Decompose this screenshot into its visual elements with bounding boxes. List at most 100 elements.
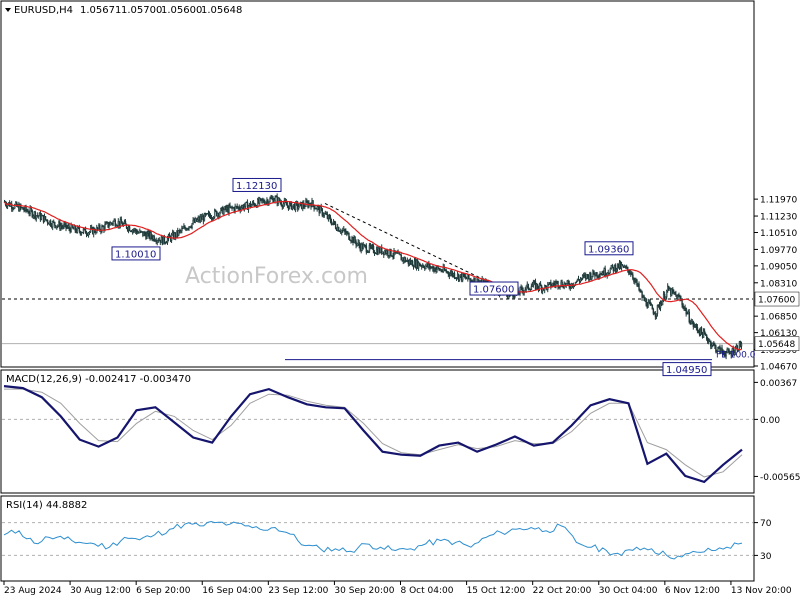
candle-body [668,285,670,291]
candle-body [356,243,358,246]
time-axis-label: 30 Sep 20:00 [334,586,394,596]
candle-body [618,262,621,268]
candle-body [358,242,360,246]
candle-body [608,272,611,275]
candle-body [713,342,715,345]
candle-body [674,291,676,295]
low-1.04950-label: 1.04950 [666,365,707,376]
candle-body [566,280,568,284]
candle-body [350,240,352,242]
candle-body [683,307,685,309]
candle-body [185,228,187,231]
candle-body [459,273,462,277]
candle-body [160,236,163,243]
candle-body [130,230,133,233]
candle-body [136,230,138,234]
candle-body [158,239,161,242]
candle-body [401,257,403,261]
rsi-label: RSI(14) 44.8882 [6,500,87,511]
candle-body [626,266,628,268]
candle-body [326,213,329,219]
candle-body [254,205,257,207]
candle-body [722,350,724,353]
candle-body [54,221,56,226]
candle-body [297,202,299,209]
candle-body [396,252,398,254]
candle-body [424,267,426,269]
candle-body [144,232,146,235]
candle-body [399,253,401,256]
candle-body [150,232,152,238]
candle-body [294,202,297,210]
candle-body [646,305,648,308]
candle-body [223,209,225,215]
candle-body [429,263,431,269]
candle-body [448,273,451,277]
candle-body [227,207,229,213]
candle-body [461,273,463,281]
candle-body [78,227,81,232]
candle-body [264,202,266,205]
candle-body [587,274,589,277]
candle-body [316,206,318,210]
candle-body [320,206,322,210]
candle-body [82,228,85,233]
candle-body [80,232,83,235]
candle-body [191,223,193,228]
candle-body [103,226,105,231]
candle-body [353,236,355,244]
candle-body [580,277,583,280]
candle-body [201,216,204,220]
candle-body [377,248,380,255]
candle-body [622,265,625,268]
candle-body [623,266,626,268]
candle-body [656,305,659,314]
candle-body [28,212,30,215]
price-header: EURUSD,H4 1.05671 1.05700 1.05600 1.0564… [5,5,242,16]
candle-body [324,213,327,215]
candle-body [639,289,641,292]
candle-body [728,350,730,354]
candle-body [51,225,53,228]
candle-body [196,219,198,222]
candle-body [687,311,689,314]
candle-body [553,283,555,285]
candle-body [458,275,461,281]
candle-body [269,198,271,203]
candle-body [435,269,437,272]
dropdown-triangle-icon[interactable] [5,8,11,12]
low-1.07600-label: 1.07600 [473,285,514,296]
candle-body [182,227,184,230]
candle-body [123,221,126,224]
candle-body [606,272,608,276]
time-axis-label: 30 Oct 04:00 [599,586,658,596]
candle-body [15,202,17,205]
candle-body [262,199,264,202]
candle-body [251,202,254,206]
candle-body [220,208,222,214]
candle-body [234,205,236,212]
candle-body [179,230,181,232]
candle-body [418,262,421,267]
candle-body [392,255,394,257]
candle-body [354,236,356,243]
candle-body [740,343,743,347]
candle-body [315,208,317,210]
candle-body [655,313,658,317]
candle-body [328,214,331,218]
candle-body [44,216,47,220]
price-axis-label: 1.08310 [760,279,797,289]
candle-body [590,273,592,280]
candle-body [736,345,739,351]
candle-body [351,237,353,242]
candle-body [469,278,471,280]
candle-body [33,211,35,216]
annotations-layer: 1.12130 1.10010 1.07600 1.09360 1.04950 FE 10… [111,177,756,377]
candle-body [451,271,454,276]
candle-body [192,219,194,224]
candle-body [700,327,703,333]
candle-body [345,231,347,235]
candle-body [599,274,601,277]
candle-body [592,270,594,277]
